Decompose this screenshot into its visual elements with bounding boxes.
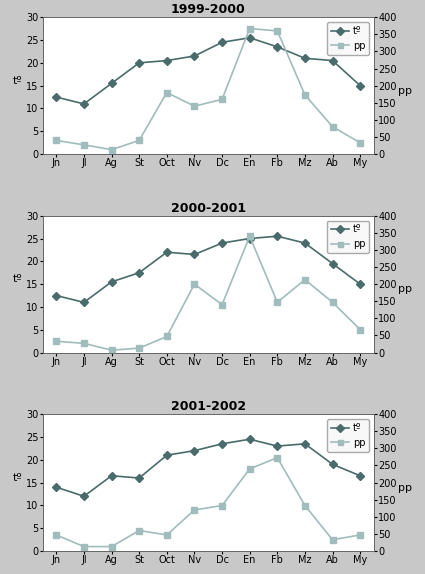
Title: 2000-2001: 2000-2001 xyxy=(171,201,246,215)
Y-axis label: tº: tº xyxy=(13,274,22,284)
Y-axis label: tº: tº xyxy=(13,472,22,483)
Title: 1999-2000: 1999-2000 xyxy=(171,3,246,16)
Y-axis label: tº: tº xyxy=(13,76,22,86)
Y-axis label: pp: pp xyxy=(398,86,412,96)
Y-axis label: pp: pp xyxy=(398,483,412,492)
Legend: tº, pp: tº, pp xyxy=(328,22,369,55)
Y-axis label: pp: pp xyxy=(398,284,412,294)
Legend: tº, pp: tº, pp xyxy=(328,419,369,452)
Legend: tº, pp: tº, pp xyxy=(328,220,369,253)
Title: 2001-2002: 2001-2002 xyxy=(171,400,246,413)
